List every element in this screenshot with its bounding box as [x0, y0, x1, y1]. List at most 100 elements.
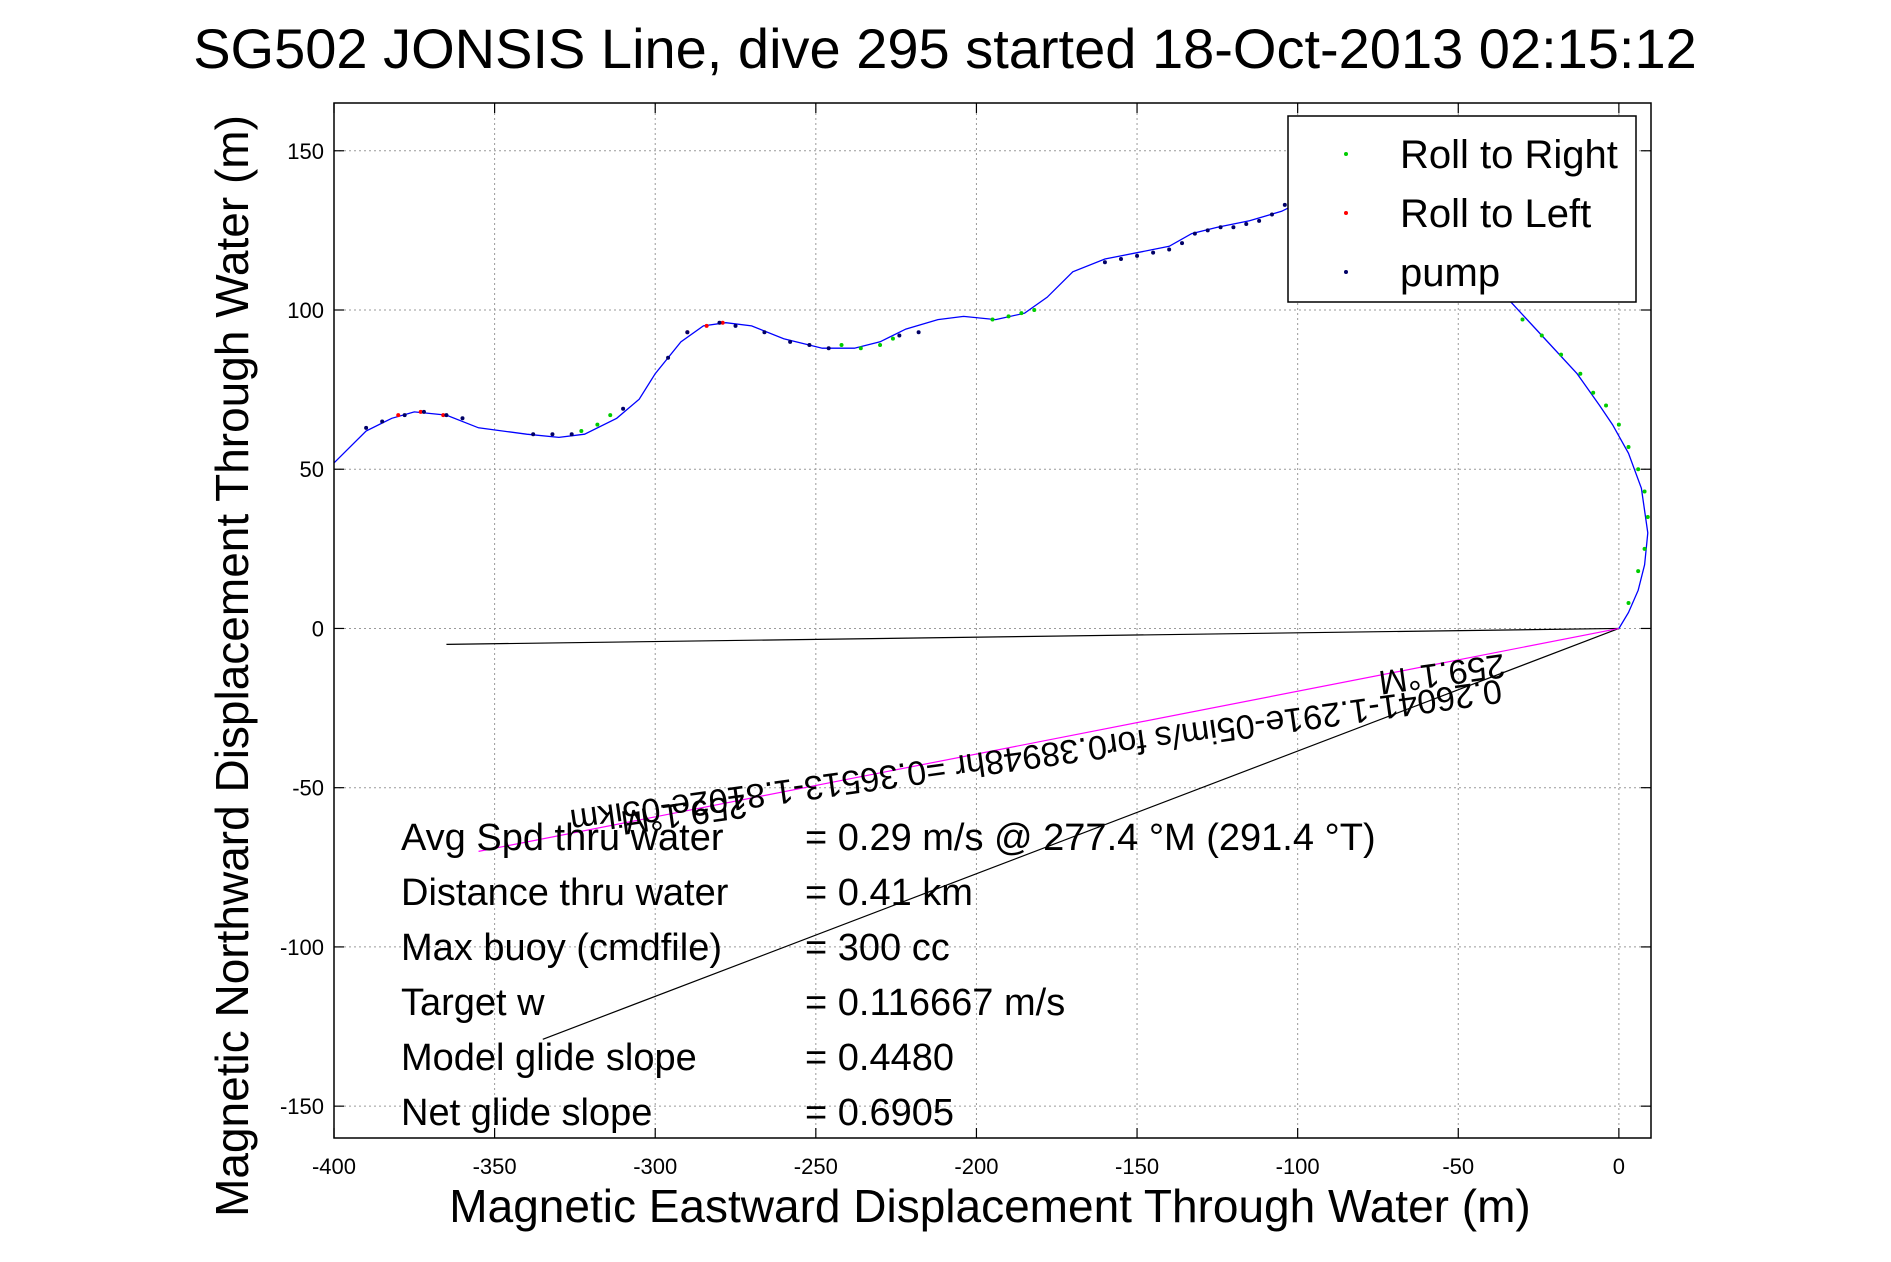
legend-label-2: pump — [1400, 251, 1500, 295]
point-1-0 — [396, 413, 401, 418]
point-2-1 — [380, 419, 385, 424]
point-0-21 — [1636, 467, 1641, 472]
legend-marker-2 — [1344, 270, 1348, 274]
x-tick-label-4: -200 — [954, 1154, 998, 1179]
point-2-22 — [1135, 253, 1140, 258]
point-1-1 — [418, 409, 423, 414]
x-tick-label-5: -150 — [1115, 1154, 1159, 1179]
point-0-2 — [608, 413, 613, 418]
x-tick-label-8: 0 — [1613, 1154, 1625, 1179]
point-2-9 — [621, 406, 626, 411]
annotation-label-2: Max buoy (cmdfile) — [401, 927, 722, 969]
annotation-value-4: = 0.4480 — [805, 1037, 954, 1079]
point-0-15 — [1559, 352, 1564, 357]
point-0-10 — [1032, 308, 1037, 312]
x-tick-label-7: -50 — [1442, 1154, 1474, 1179]
annotation-label-1: Distance thru water — [401, 872, 729, 914]
point-2-23 — [1151, 250, 1156, 255]
x-axis-label: Magnetic Eastward Displacement Through W… — [449, 1180, 1530, 1232]
point-2-27 — [1205, 228, 1210, 233]
annotation-value-5: = 0.6905 — [805, 1092, 954, 1134]
point-0-17 — [1591, 390, 1596, 395]
annotation-value-2: = 300 cc — [805, 927, 950, 969]
point-2-13 — [733, 323, 738, 328]
point-2-33 — [1282, 202, 1287, 207]
point-0-23 — [1645, 515, 1650, 519]
annotation-label-5: Net glide slope — [401, 1092, 652, 1134]
y-tick-label-1: -100 — [280, 935, 324, 960]
point-1-4 — [704, 323, 709, 328]
annotation-block: Avg Spd thru water = 0.29 m/s @ 277.4 °M … — [401, 817, 1376, 1134]
plot-frame — [333, 102, 1652, 1139]
point-0-24 — [1642, 546, 1647, 551]
point-0-25 — [1636, 569, 1641, 574]
point-2-18 — [897, 333, 902, 338]
point-1-5 — [720, 320, 725, 325]
reference-line-2 — [478, 627, 1619, 852]
point-2-0 — [364, 425, 369, 430]
point-0-4 — [858, 346, 863, 351]
point-2-28 — [1218, 225, 1223, 230]
x-tick-label-3: -250 — [794, 1154, 838, 1179]
annotation-label-3: Target w — [401, 982, 545, 1024]
y-axis-label: Magnetic Northward Displacement Through … — [206, 115, 258, 1217]
x-tick-label-0: -400 — [312, 1154, 356, 1179]
point-2-16 — [807, 343, 812, 348]
track-line — [333, 188, 1649, 629]
legend-marker-1 — [1344, 211, 1348, 215]
point-0-3 — [839, 343, 844, 348]
legend-label-1: Roll to Left — [1400, 192, 1591, 236]
point-2-21 — [1118, 257, 1123, 262]
point-0-26 — [1626, 600, 1631, 605]
point-2-2 — [402, 413, 407, 418]
point-2-14 — [762, 330, 767, 335]
point-0-14 — [1539, 333, 1544, 338]
point-0-9 — [1019, 311, 1024, 316]
point-0-20 — [1626, 444, 1631, 449]
x-tick-label-2: -300 — [633, 1154, 677, 1179]
point-0-13 — [1520, 317, 1525, 322]
y-tick-label-5: 100 — [287, 298, 324, 323]
point-2-4 — [444, 413, 449, 418]
point-2-25 — [1180, 241, 1185, 246]
point-2-32 — [1269, 212, 1274, 217]
point-2-10 — [666, 355, 671, 360]
point-2-6 — [531, 432, 536, 437]
point-1-2 — [441, 413, 446, 418]
annotation-label-0: Avg Spd thru water — [401, 817, 724, 859]
y-axis-ticks: -150 -100 -50 0 50 100 150 — [280, 139, 1651, 1119]
reference-line-0 — [446, 627, 1619, 645]
point-2-3 — [421, 409, 426, 414]
point-2-11 — [685, 330, 690, 335]
point-2-30 — [1244, 222, 1249, 227]
x-tick-label-6: -100 — [1276, 1154, 1320, 1179]
legend-marker-0 — [1344, 152, 1348, 156]
point-2-8 — [569, 432, 574, 437]
point-0-22 — [1642, 489, 1647, 494]
y-tick-label-2: -50 — [292, 776, 324, 801]
point-2-24 — [1167, 247, 1172, 252]
point-2-20 — [1102, 260, 1107, 265]
point-0-18 — [1604, 403, 1609, 408]
point-2-19 — [916, 330, 921, 335]
point-2-12 — [717, 320, 722, 325]
point-0-19 — [1616, 422, 1621, 427]
chart-title: SG502 JONSIS Line, dive 295 started 18-O… — [193, 17, 1697, 80]
reference-line-1 — [542, 627, 1620, 1040]
legend: Roll to Right Roll to Left pump — [1287, 115, 1637, 303]
point-2-5 — [460, 416, 465, 421]
point-2-17 — [826, 346, 831, 351]
point-0-5 — [878, 343, 883, 348]
y-tick-label-3: 0 — [312, 616, 324, 641]
y-tick-label-6: 150 — [287, 139, 324, 164]
annotation-value-1: = 0.41 km — [805, 872, 973, 914]
point-2-15 — [788, 339, 793, 344]
point-2-26 — [1192, 231, 1197, 236]
point-2-29 — [1231, 225, 1236, 230]
y-tick-label-0: -150 — [280, 1094, 324, 1119]
point-0-1 — [595, 422, 600, 427]
x-tick-label-1: -350 — [473, 1154, 517, 1179]
rotated-labels: 259.1°M0.26041-1.291e-05im/s for0.38948h… — [568, 646, 1508, 842]
annotation-label-4: Model glide slope — [401, 1037, 697, 1079]
